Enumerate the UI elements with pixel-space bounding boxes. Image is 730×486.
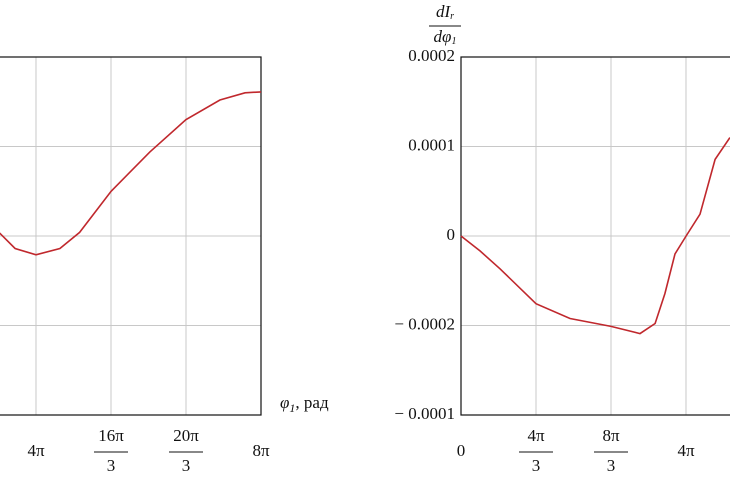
- x-tick-label: 4π: [677, 441, 695, 460]
- symbol: φ: [280, 393, 289, 412]
- den: dφ: [434, 27, 452, 46]
- den-sub: 1: [451, 36, 456, 47]
- plot: 4π 16π 3 20π 3 8π φ1, рад: [0, 56, 329, 475]
- y-tick-label: 0.0002: [408, 46, 455, 65]
- series-line: [460, 137, 730, 335]
- x-tick-label: 4π 3: [527, 426, 545, 475]
- subscript: 1: [289, 401, 295, 415]
- unit: , рад: [295, 393, 329, 412]
- y-tick-label: − 0.0002: [394, 314, 455, 333]
- plot: − 0.0001 − 0.0002 0 0.0001 0.0002 0 4π 3 8π 3 4π dI…: [394, 2, 730, 475]
- y-tick-label: − 0.0001: [394, 404, 455, 423]
- x-tick-label: 8π: [252, 441, 270, 460]
- x-tick-label: 0: [457, 441, 466, 460]
- numerator: 16π: [98, 426, 124, 445]
- num: dI: [436, 2, 452, 21]
- x-tick-label: 4π: [27, 441, 45, 460]
- denominator: 3: [532, 456, 541, 475]
- plot-frame: [0, 56, 262, 416]
- denominator: 3: [607, 456, 616, 475]
- x-tick-label: 8π 3: [602, 426, 620, 475]
- y-tick-label: 0: [447, 225, 456, 244]
- series-line: [0, 91, 262, 256]
- y-label-numerator: dIr: [436, 2, 454, 22]
- num-sub: r: [450, 11, 454, 22]
- x-axis-label: φ1, рад: [280, 393, 329, 415]
- numerator: 20π: [173, 426, 199, 445]
- numerator: 8π: [602, 426, 620, 445]
- x-tick-label: 20π 3: [173, 426, 199, 475]
- x-tick-label: 16π 3: [98, 426, 124, 475]
- denominator: 3: [107, 456, 116, 475]
- y-label-denominator: dφ1: [434, 27, 457, 47]
- y-tick-label: 0.0001: [408, 135, 455, 154]
- denominator: 3: [182, 456, 191, 475]
- numerator: 4π: [527, 426, 545, 445]
